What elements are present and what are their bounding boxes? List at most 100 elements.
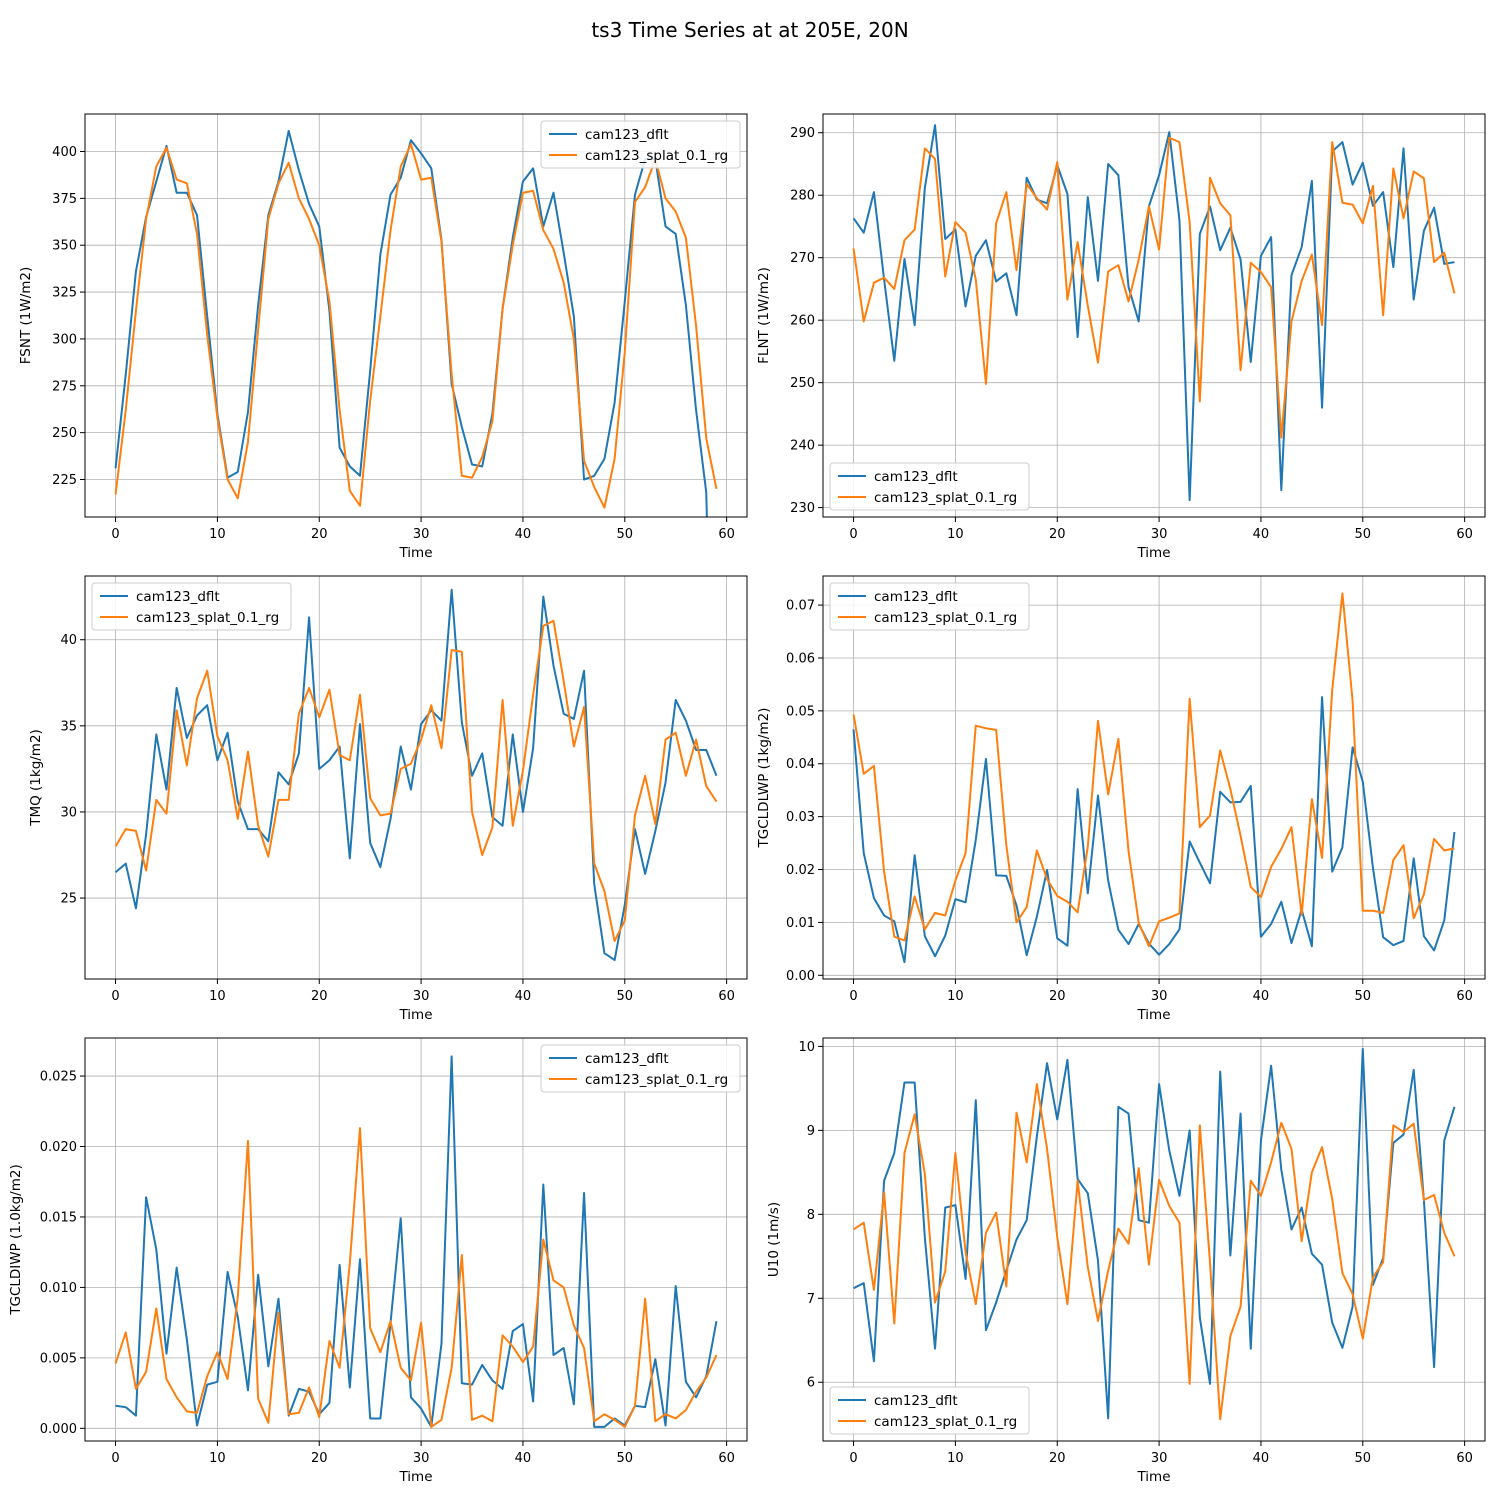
legend-label-cam123-splat-0-1-rg: cam123_splat_0.1_rg [585,1072,728,1088]
legend-box [540,1044,741,1093]
y-tick-label: 250 [790,376,815,391]
legend: cam123_dflt cam123_splat_0.1_rg [829,462,1030,511]
y-tick-label: 290 [790,126,815,141]
y-tick-label: 0.04 [786,757,815,772]
y-tick-label: 0.06 [786,651,815,666]
y-axis-label: TMQ (1kg/m2) [28,729,44,827]
legend: cam123_dflt cam123_splat_0.1_rg [540,120,741,169]
series-line-cam123-dflt [853,1047,1456,1420]
y-tick-label: 0.020 [40,1140,77,1155]
y-tick-label: 0.010 [40,1281,77,1296]
y-tick-label: 40 [60,633,77,648]
x-tick-label: 0 [849,527,857,542]
y-tick-label: 0.01 [786,916,815,931]
subplot-6: 0 10 20 30 40 50 60 6 7 8 9 10 Time U10 (1m/s) cam123_… [766,1037,1486,1485]
legend-label-cam123-dflt: cam123_dflt [874,1393,958,1409]
y-tick-label: 0.03 [786,810,815,825]
y-tick-label: 9 [807,1124,815,1139]
x-axis-label: Time [1136,1007,1170,1023]
x-tick-label: 50 [1355,1451,1372,1466]
y-axis-label: FSNT (1W/m2) [18,267,34,365]
y-tick-label: 275 [52,379,77,394]
x-tick-label: 50 [617,1451,634,1466]
x-tick-label: 40 [1253,989,1270,1004]
x-tick-label: 30 [1151,527,1168,542]
y-tick-label: 0.025 [40,1070,77,1085]
x-axis-label: Time [398,545,432,561]
y-axis-label: TGCLDIWP (1.0kg/m2) [8,1164,24,1316]
y-tick-label: 0.000 [40,1422,77,1437]
x-tick-label: 60 [718,989,735,1004]
y-axis-label: U10 (1m/s) [766,1202,782,1277]
x-tick-label: 10 [209,989,226,1004]
x-axis-label: Time [1136,1469,1170,1485]
legend-box [540,120,741,169]
x-tick-label: 50 [617,527,634,542]
legend-label-cam123-splat-0-1-rg: cam123_splat_0.1_rg [874,610,1017,626]
y-tick-label: 325 [52,286,77,301]
subplot-2: 0 10 20 30 40 50 60 230 240 250 260 270 280 290 Time FL… [756,113,1486,561]
subplot-5: 0 10 20 30 40 50 60 0.000 0.005 0.010 0.015 0.020 0.… [8,1037,748,1485]
x-tick-label: 60 [1456,1451,1473,1466]
x-tick-label: 20 [311,989,328,1004]
x-tick-label: 0 [111,989,119,1004]
legend-label-cam123-splat-0-1-rg: cam123_splat_0.1_rg [874,490,1017,506]
y-tick-label: 7 [807,1292,815,1307]
legend: cam123_dflt cam123_splat_0.1_rg [91,582,292,631]
y-tick-label: 0.05 [786,704,815,719]
figure-title: ts3 Time Series at at 205E, 20N [591,18,908,42]
x-tick-label: 40 [515,989,532,1004]
y-tick-label: 6 [807,1376,815,1391]
legend-label-cam123-splat-0-1-rg: cam123_splat_0.1_rg [136,610,279,626]
x-tick-label: 60 [718,527,735,542]
series-line-cam123-splat-0-1-rg [114,1127,718,1428]
x-tick-label: 0 [111,527,119,542]
y-tick-label: 0.015 [40,1210,77,1225]
legend-label-cam123-dflt: cam123_dflt [874,469,958,485]
series-line-cam123-splat-0-1-rg [114,142,718,509]
series-line-cam123-splat-0-1-rg [853,1083,1456,1421]
x-tick-label: 30 [413,1451,430,1466]
y-tick-label: 10 [798,1040,815,1055]
x-tick-label: 20 [1049,1451,1066,1466]
legend-label-cam123-dflt: cam123_dflt [874,589,958,605]
y-tick-label: 0.02 [786,863,815,878]
y-tick-label: 35 [60,719,77,734]
subplot-4: 0 10 20 30 40 50 60 0.00 0.01 0.02 0.03 0.04 0.05 0.0… [756,575,1486,1023]
legend-label-cam123-splat-0-1-rg: cam123_splat_0.1_rg [585,148,728,164]
legend-box [829,582,1030,631]
legend-box [829,1386,1030,1435]
x-axis-label: Time [398,1007,432,1023]
subplot-3: 0 10 20 30 40 50 60 25 30 35 40 Time TMQ (1kg/m2) cam… [28,575,748,1023]
x-tick-label: 10 [209,527,226,542]
y-tick-label: 350 [52,239,77,254]
x-tick-label: 20 [1049,989,1066,1004]
y-tick-label: 270 [790,251,815,266]
x-tick-label: 60 [1456,527,1473,542]
x-tick-label: 0 [111,1451,119,1466]
x-tick-label: 10 [947,989,964,1004]
y-tick-label: 225 [52,473,77,488]
y-tick-label: 300 [52,332,77,347]
series-line-cam123-splat-0-1-rg [852,136,1456,439]
x-tick-label: 30 [413,989,430,1004]
x-tick-label: 40 [515,527,532,542]
x-tick-label: 40 [1253,1451,1270,1466]
axes-frame [84,113,748,518]
y-tick-label: 250 [52,426,77,441]
legend-label-cam123-dflt: cam123_dflt [585,127,669,143]
y-tick-label: 30 [60,805,77,820]
x-tick-label: 60 [1456,989,1473,1004]
x-tick-label: 10 [947,527,964,542]
x-tick-label: 10 [209,1451,226,1466]
axes-frame [84,1037,748,1442]
y-tick-label: 375 [52,192,77,207]
axes-frame [822,1037,1486,1442]
x-tick-label: 10 [947,1451,964,1466]
legend-box [91,582,292,631]
x-tick-label: 0 [849,989,857,1004]
axes-frame [822,575,1486,980]
legend: cam123_dflt cam123_splat_0.1_rg [829,582,1030,631]
